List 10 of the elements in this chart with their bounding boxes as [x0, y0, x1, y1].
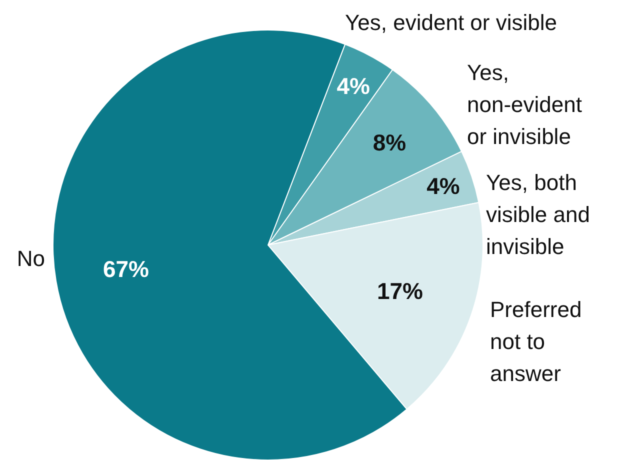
slice-label: Yes, both visible and invisible	[486, 170, 590, 259]
data-label: 8%	[372, 129, 406, 156]
data-label: 67%	[102, 256, 149, 282]
data-label: 4%	[336, 72, 370, 99]
data-label: 4%	[426, 173, 460, 200]
data-label: 17%	[376, 278, 423, 304]
slice-label: Yes, non-evident or invisible	[467, 60, 582, 149]
slice-label: Preferred not to answer	[490, 297, 582, 386]
slice-label: No	[16, 246, 45, 271]
slice-label: Yes, evident or visible	[345, 10, 557, 35]
